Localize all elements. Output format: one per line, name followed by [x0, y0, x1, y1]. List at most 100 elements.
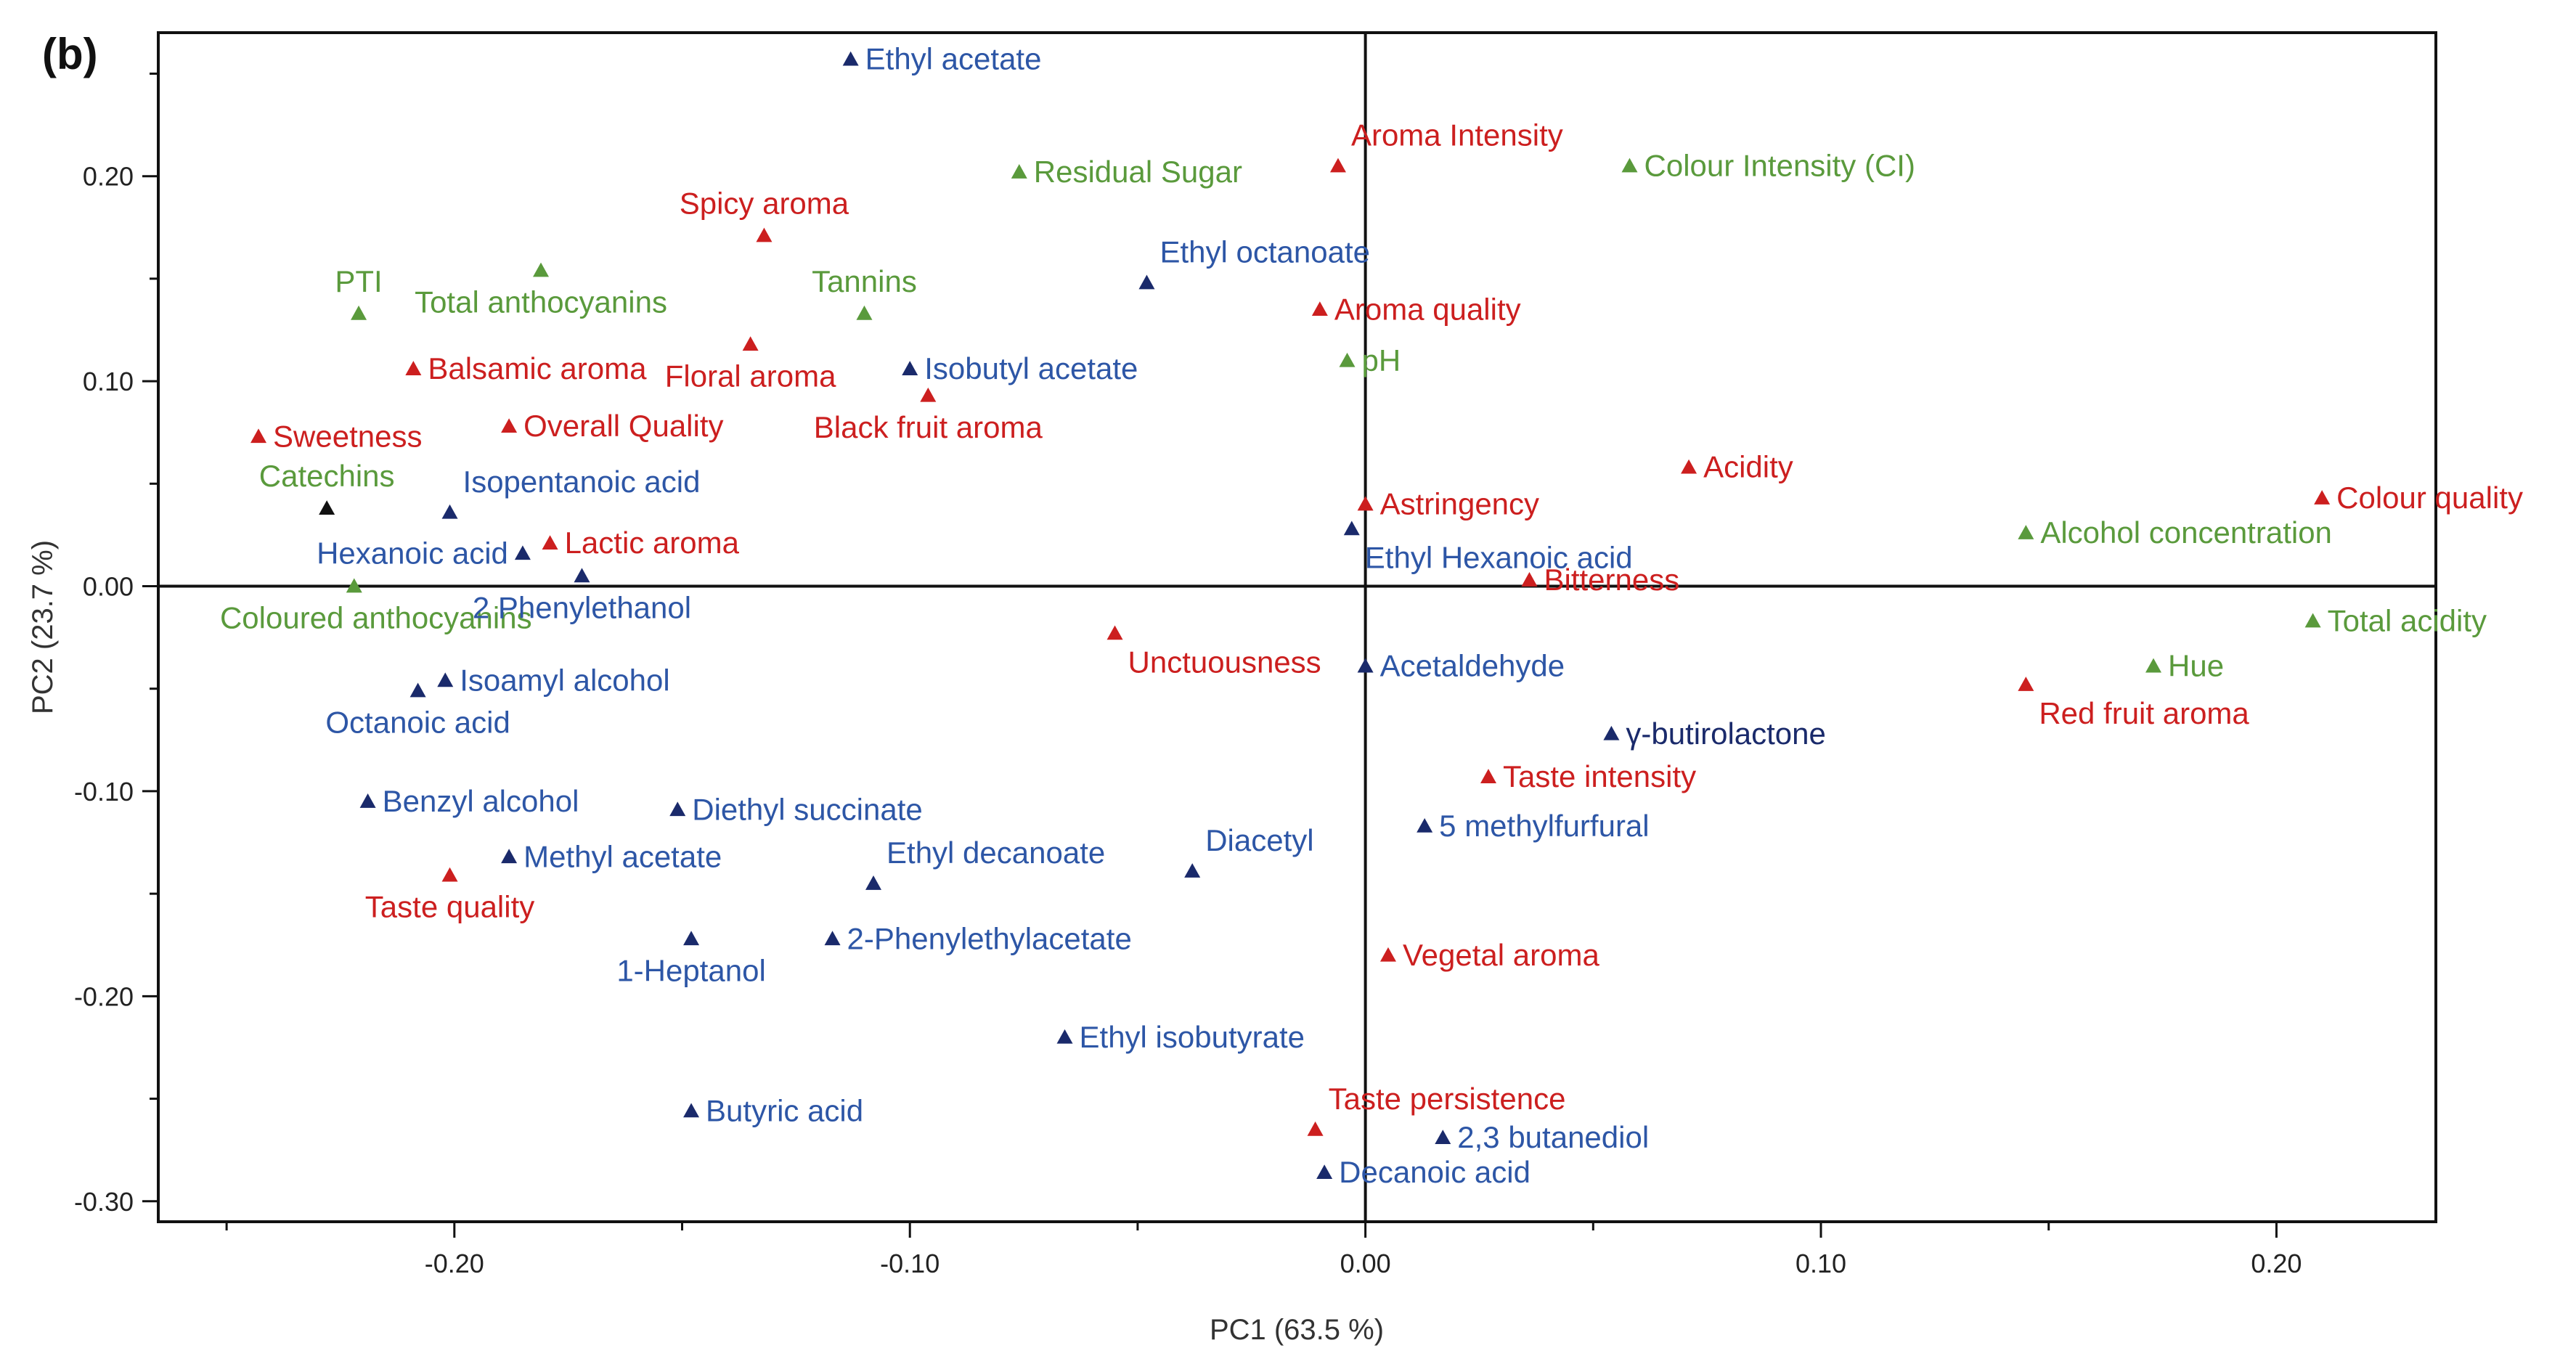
point-label: Floral aroma [665, 359, 836, 393]
point-octanoic-acid: Octanoic acid [325, 682, 510, 740]
point-colour-quality: Colour quality [2314, 481, 2523, 515]
triangle-marker [1106, 625, 1123, 640]
point-butyric-acid: Butyric acid [683, 1093, 863, 1127]
triangle-marker [437, 672, 454, 687]
triangle-marker [742, 336, 759, 351]
triangle-marker [842, 51, 859, 66]
y-tick-label: 0.10 [83, 367, 134, 396]
triangle-marker [1357, 658, 1374, 673]
point-colour-intensity-ci: Colour Intensity (CI) [1621, 149, 1915, 183]
triangle-marker [1681, 459, 1697, 474]
point-isopentanoic-acid: Isopentanoic acid [441, 465, 700, 519]
point-label: Taste quality [365, 890, 534, 924]
point-label: Black fruit aroma [814, 410, 1043, 444]
point-5-methylfurfural: 5 methylfurfural [1417, 809, 1650, 843]
point-ph: pH [1339, 343, 1401, 377]
point-label: Isobutyl acetate [924, 351, 1138, 385]
point-label: Acidity [1703, 450, 1793, 484]
plot-frame [157, 31, 2437, 1223]
triangle-marker [920, 387, 937, 402]
triangle-marker [1329, 158, 1346, 173]
point-label: Aroma Intensity [1351, 118, 1563, 152]
point-tannins: Tannins [812, 264, 917, 320]
point-label: Residual Sugar [1034, 155, 1242, 189]
y-tick-label: 0.00 [83, 572, 134, 602]
point-label: Ethyl Hexanoic acid [1365, 540, 1633, 574]
point-coloured-anthocyanins: Coloured anthocyanins [220, 578, 532, 635]
point-bitterness: Bitterness [1521, 563, 1679, 597]
point-residual-sugar: Residual Sugar [1011, 155, 1242, 189]
triangle-marker [514, 545, 531, 560]
triangle-marker [2018, 525, 2034, 539]
x-tick-label: -0.20 [425, 1249, 484, 1278]
point-label: 1-Heptanol [616, 953, 765, 987]
triangle-marker [1357, 496, 1374, 511]
point-label: 2,3 butanediol [1457, 1120, 1649, 1154]
point-label: Tannins [812, 264, 917, 298]
point-ethyl-isobutyrate: Ethyl isobutyrate [1056, 1020, 1305, 1054]
point-label: Total acidity [2328, 604, 2487, 638]
triangle-marker [409, 682, 426, 698]
triangle-marker [1307, 1121, 1324, 1136]
point-label: Acetaldehyde [1380, 649, 1565, 683]
point-label: Balsamic aroma [428, 351, 647, 385]
point-label: Sweetness [273, 419, 422, 453]
point-catechins: Catechins [259, 459, 395, 515]
point-label: Coloured anthocyanins [220, 601, 532, 635]
triangle-marker [756, 227, 773, 242]
point-label: Ethyl acetate [865, 42, 1042, 76]
point-label: Benzyl alcohol [383, 784, 579, 818]
point-isoamyl-alcohol: Isoamyl alcohol [437, 663, 670, 697]
point-label: Aroma quality [1334, 292, 1521, 326]
point-isobutyl-acetate: Isobutyl acetate [902, 351, 1138, 385]
point-label: Diacetyl [1205, 823, 1313, 857]
triangle-marker [501, 418, 518, 433]
triangle-marker [669, 801, 686, 817]
point-label: Taste persistence [1329, 1082, 1566, 1116]
point-hue: Hue [2145, 649, 2224, 683]
point-acidity: Acidity [1681, 450, 1793, 484]
point-butirolactone: γ-butirolactone [1603, 716, 1826, 751]
point-aroma-quality: Aroma quality [1311, 292, 1521, 326]
point-label: Total anthocyanins [415, 285, 667, 319]
point-label: Taste intensity [1503, 759, 1696, 793]
point-red-fruit-aroma: Red fruit aroma [2018, 677, 2249, 730]
triangle-marker [1011, 164, 1027, 179]
point-label: Octanoic acid [325, 706, 510, 740]
point-decanoic-acid: Decanoic acid [1316, 1155, 1530, 1189]
triangle-marker [319, 500, 335, 515]
triangle-marker [250, 428, 267, 444]
triangle-marker [1311, 301, 1328, 317]
point-overall-quality: Overall Quality [501, 409, 724, 443]
triangle-marker [1435, 1130, 1451, 1145]
point-label: Overall Quality [523, 409, 723, 443]
point-label: Butyric acid [706, 1093, 863, 1127]
point-ethyl-octanoate: Ethyl octanoate [1138, 235, 1370, 290]
point-hexanoic-acid: Hexanoic acid [317, 536, 531, 570]
triangle-marker [2145, 658, 2162, 673]
point-diacetyl: Diacetyl [1184, 823, 1314, 878]
point-label: Lactic aroma [565, 526, 740, 560]
point-ethyl-hexanoic-acid: Ethyl Hexanoic acid [1343, 520, 1633, 574]
point-label: Colour quality [2336, 481, 2523, 515]
point-label: Ethyl isobutyrate [1080, 1020, 1305, 1054]
x-tick-label: -0.10 [880, 1249, 939, 1278]
y-axis: -0.30 -0.20 -0.10 0.00 0.10 0.20 [74, 72, 158, 1217]
point-label: Catechins [259, 459, 395, 493]
point-label: γ-butirolactone [1626, 716, 1825, 751]
triangle-marker [683, 1103, 700, 1118]
y-tick-label: -0.30 [74, 1187, 134, 1217]
point-taste-intensity: Taste intensity [1480, 759, 1696, 793]
triangle-marker [359, 793, 376, 808]
triangle-marker [346, 578, 362, 593]
point-label: Red fruit aroma [2039, 696, 2249, 730]
triangle-marker [1343, 520, 1360, 536]
point-sweetness: Sweetness [250, 419, 422, 453]
point-ethyl-decanoate: Ethyl decanoate [865, 836, 1105, 890]
point-floral-aroma: Floral aroma [665, 336, 836, 393]
x-tick-label: 0.10 [1796, 1249, 1846, 1278]
point-total-anthocyanins: Total anthocyanins [415, 262, 667, 319]
point-label: pH [1362, 343, 1401, 377]
point-label: 5 methylfurfural [1439, 809, 1649, 843]
triangle-marker [405, 361, 422, 375]
